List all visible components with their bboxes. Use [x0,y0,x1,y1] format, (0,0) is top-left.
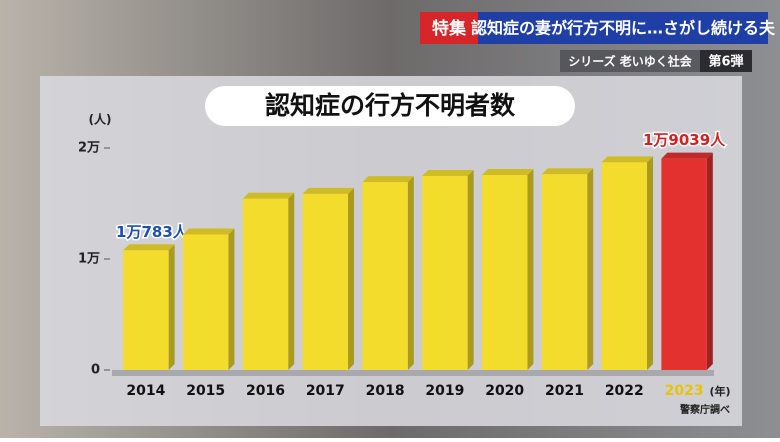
bar [481,175,528,370]
bar-side [587,168,594,370]
bar-top [541,168,594,175]
bar-top [661,152,713,159]
y-tick-label: 0 [91,363,100,378]
bar [661,158,707,370]
series-box [560,50,700,72]
bar [123,250,169,370]
bar-side [228,228,235,370]
y-tick-label: 2万 [78,141,100,156]
bar-top [182,228,235,235]
title-pill [205,86,575,126]
bar-side [168,244,175,370]
banner-headline: 認知症の妻が行方不明に…さがし続ける夫 [471,19,776,38]
x-tick-label: 2019 [425,383,464,399]
bar [601,162,648,370]
bar-top [302,187,355,194]
x-tick-label: 2015 [186,383,225,399]
x-tick-label: 2022 [605,383,644,399]
source: 警察庁調べ [679,403,730,416]
bar [182,234,229,370]
bar-top [123,244,175,251]
value-label: 1万9039人 [643,131,726,149]
bar-top [362,176,414,183]
bar [422,175,468,370]
bar-top [481,169,534,176]
banner-series: シリーズ 老いゆく社会 [568,54,693,69]
x-tick-label: 2023 [665,383,704,399]
bar-side [288,192,295,370]
bar [242,198,289,370]
bar-top [242,192,295,199]
baseline [112,370,714,376]
x-tick-label: 2016 [246,383,285,399]
bar [541,174,588,370]
bar-top [601,156,654,163]
chart-title: 認知症の行方不明者数 [265,91,516,120]
bar-side [527,169,534,370]
y-tick-label: 1万 [78,252,100,267]
bar-side [407,176,414,370]
bar-side [706,152,713,370]
x-tick-label: 2021 [545,383,584,399]
bar-top [422,169,474,176]
y-unit: (人) [89,112,112,127]
bar-side [467,169,474,370]
value-label: 1万783人 [116,223,189,241]
bar [362,182,408,370]
x-unit: (年) [709,384,730,398]
tag-box [420,12,478,44]
headline-box [478,12,768,44]
x-tick-label: 2018 [366,383,405,399]
x-tick-label: 2017 [306,383,345,399]
banner-episode: 第6弾 [708,54,743,70]
bar [302,193,349,370]
x-tick-label: 2014 [126,383,165,399]
bar-side [647,156,654,370]
episode-box [700,50,752,72]
x-tick-label: 2020 [485,383,524,399]
bar-side [348,187,355,370]
banner-tag: 特集 [432,18,467,39]
